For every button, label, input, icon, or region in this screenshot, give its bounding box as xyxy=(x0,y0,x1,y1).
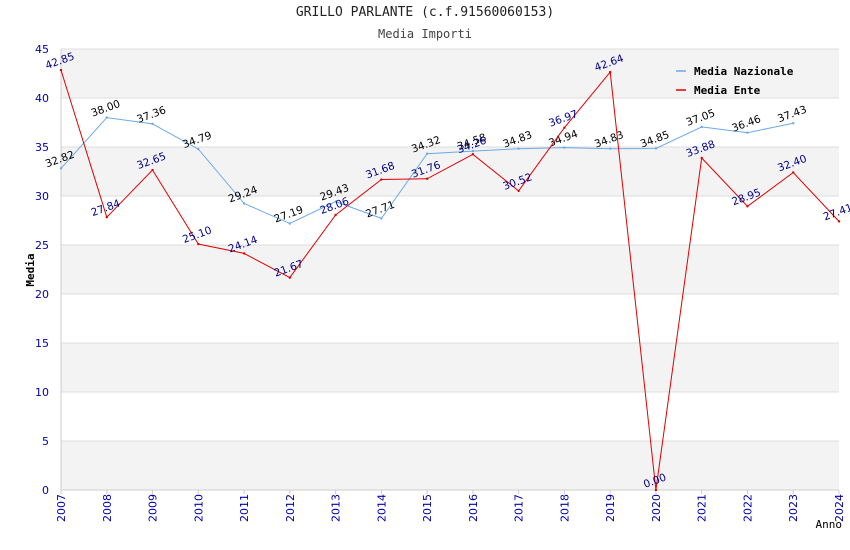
data-point xyxy=(105,116,108,119)
x-tick-label: 2009 xyxy=(147,494,160,522)
y-tick-label: 0 xyxy=(42,484,49,497)
series-line-1 xyxy=(60,69,840,491)
grid-band xyxy=(61,343,839,392)
data-point xyxy=(59,167,63,170)
data-point xyxy=(288,222,292,225)
data-point xyxy=(746,131,749,134)
data-point xyxy=(288,276,292,279)
data-point xyxy=(242,252,246,255)
data-point xyxy=(151,122,154,126)
data-point xyxy=(105,215,108,219)
data-label: 27.41 xyxy=(822,202,850,224)
data-point xyxy=(608,70,612,74)
x-tick-label: 2016 xyxy=(467,494,480,522)
data-point xyxy=(425,177,429,180)
data-point xyxy=(197,242,200,246)
data-point xyxy=(380,217,383,220)
x-tick-label: 2015 xyxy=(421,494,434,522)
data-point xyxy=(334,213,337,217)
data-label: 37.36 xyxy=(135,104,168,126)
data-point xyxy=(746,205,749,208)
data-point xyxy=(700,156,703,160)
x-tick-label: 2010 xyxy=(192,494,205,522)
y-tick-label: 15 xyxy=(35,337,49,350)
grid-band xyxy=(61,245,839,294)
data-point xyxy=(654,488,658,492)
data-label: 27.19 xyxy=(273,204,305,226)
x-tick-label: 2024 xyxy=(833,494,846,522)
chart-subtitle: Media Importi xyxy=(378,27,472,41)
y-tick-label: 10 xyxy=(35,386,49,399)
y-tick-label: 35 xyxy=(35,141,49,154)
data-point xyxy=(792,121,795,125)
data-point xyxy=(517,189,520,193)
data-point xyxy=(517,147,520,150)
y-tick-label: 25 xyxy=(35,239,49,252)
data-label: 37.05 xyxy=(685,107,717,129)
y-tick-label: 5 xyxy=(42,435,49,448)
x-tick-label: 2020 xyxy=(650,494,663,522)
y-tick-label: 40 xyxy=(35,92,49,105)
x-tick-label: 2007 xyxy=(55,494,68,522)
data-label: 34.94 xyxy=(547,128,580,150)
data-point xyxy=(654,147,658,150)
data-point xyxy=(700,125,703,129)
data-point xyxy=(380,178,383,181)
y-tick-label: 20 xyxy=(35,288,49,301)
x-tick-label: 2022 xyxy=(741,494,754,522)
data-point xyxy=(59,68,63,72)
x-tick-label: 2018 xyxy=(558,494,571,522)
grid-band xyxy=(61,49,839,98)
data-point xyxy=(837,220,841,223)
data-point xyxy=(563,146,566,149)
y-axis-label: Media xyxy=(24,253,37,286)
x-tick-label: 2019 xyxy=(604,494,617,522)
x-tick-label: 2021 xyxy=(696,494,709,522)
y-tick-label: 30 xyxy=(35,190,49,203)
data-point xyxy=(563,126,566,129)
legend-label: Media Nazionale xyxy=(694,65,794,78)
data-point xyxy=(792,171,795,174)
data-point xyxy=(471,149,475,153)
data-label: 27.71 xyxy=(364,199,396,221)
x-tick-label: 2013 xyxy=(330,494,343,522)
x-tick-label: 2012 xyxy=(284,494,297,522)
data-label: 36.46 xyxy=(730,113,763,135)
grid-band xyxy=(61,441,839,490)
x-tick-label: 2008 xyxy=(101,494,114,522)
x-tick-label: 2023 xyxy=(787,494,800,522)
data-label: 38.00 xyxy=(90,98,122,120)
data-label: 37.43 xyxy=(776,104,808,126)
data-point xyxy=(471,153,475,156)
x-tick-label: 2017 xyxy=(513,494,526,522)
data-point xyxy=(151,168,154,172)
data-point xyxy=(334,200,337,203)
data-label: 36.97 xyxy=(547,108,579,130)
y-tick-label: 45 xyxy=(35,43,49,56)
grid-band xyxy=(61,147,839,196)
chart-title: GRILLO PARLANTE (c.f.91560060153) xyxy=(295,5,555,20)
data-point xyxy=(242,202,246,205)
data-point xyxy=(425,152,429,155)
data-point xyxy=(608,147,612,150)
x-tick-label: 2014 xyxy=(375,494,388,522)
legend-label: Media Ente xyxy=(694,84,761,97)
x-axis-label: Anno xyxy=(816,518,843,531)
x-tick-label: 2011 xyxy=(238,494,251,522)
data-point xyxy=(197,147,200,151)
